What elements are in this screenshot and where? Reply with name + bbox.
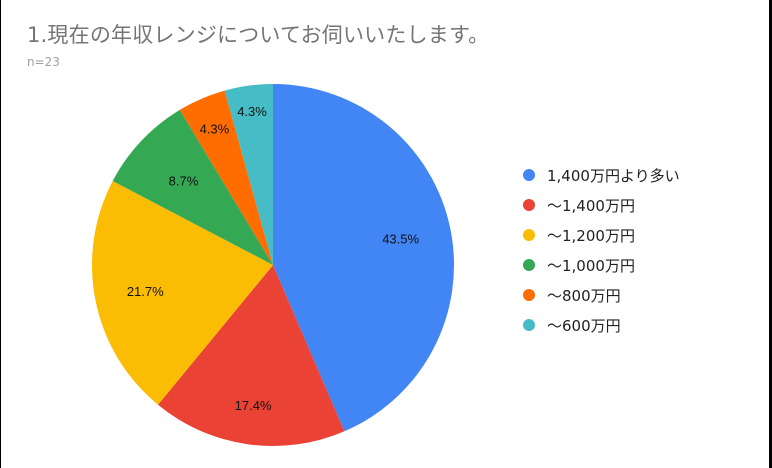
slice-percent-label: 4.3% xyxy=(200,122,230,137)
legend-label: 〜1,200万円 xyxy=(547,226,635,245)
legend-dot-icon xyxy=(523,199,535,211)
slice-percent-label: 4.3% xyxy=(237,104,267,119)
legend-item-to-800[interactable]: 〜800万円 xyxy=(523,280,680,310)
pie-slice[interactable] xyxy=(91,180,273,405)
chart-legend: 1,400万円より多い 〜1,400万円 〜1,200万円 〜1,000万円 〜… xyxy=(523,160,680,340)
legend-item-over-1400[interactable]: 1,400万円より多い xyxy=(523,160,680,190)
legend-dot-icon xyxy=(523,169,535,181)
pie-slice[interactable] xyxy=(112,109,274,265)
legend-label: 〜1,000万円 xyxy=(547,256,635,275)
slice-percent-label: 8.7% xyxy=(169,174,199,189)
pie-slice[interactable] xyxy=(273,84,455,432)
legend-label: 1,400万円より多い xyxy=(547,166,680,185)
legend-label: 〜600万円 xyxy=(547,316,621,335)
slice-percent-label: 43.5% xyxy=(382,232,419,247)
legend-item-to-600[interactable]: 〜600万円 xyxy=(523,310,680,340)
legend-dot-icon xyxy=(523,289,535,301)
pie-slice[interactable] xyxy=(157,265,345,447)
legend-dot-icon xyxy=(523,229,535,241)
pie-slice[interactable] xyxy=(224,84,273,265)
legend-dot-icon xyxy=(523,319,535,331)
sample-size-label: n=23 xyxy=(27,55,60,69)
legend-label: 〜800万円 xyxy=(547,286,621,305)
legend-item-to-1000[interactable]: 〜1,000万円 xyxy=(523,250,680,280)
legend-item-to-1400[interactable]: 〜1,400万円 xyxy=(523,190,680,220)
slice-percent-label: 17.4% xyxy=(235,398,272,413)
chart-title: 1.現在の年収レンジについてお伺いいたします。 xyxy=(27,23,490,47)
legend-item-to-1200[interactable]: 〜1,200万円 xyxy=(523,220,680,250)
slice-percent-label: 21.7% xyxy=(127,284,164,299)
pie-slice[interactable] xyxy=(179,90,273,265)
legend-dot-icon xyxy=(523,259,535,271)
legend-label: 〜1,400万円 xyxy=(547,196,635,215)
